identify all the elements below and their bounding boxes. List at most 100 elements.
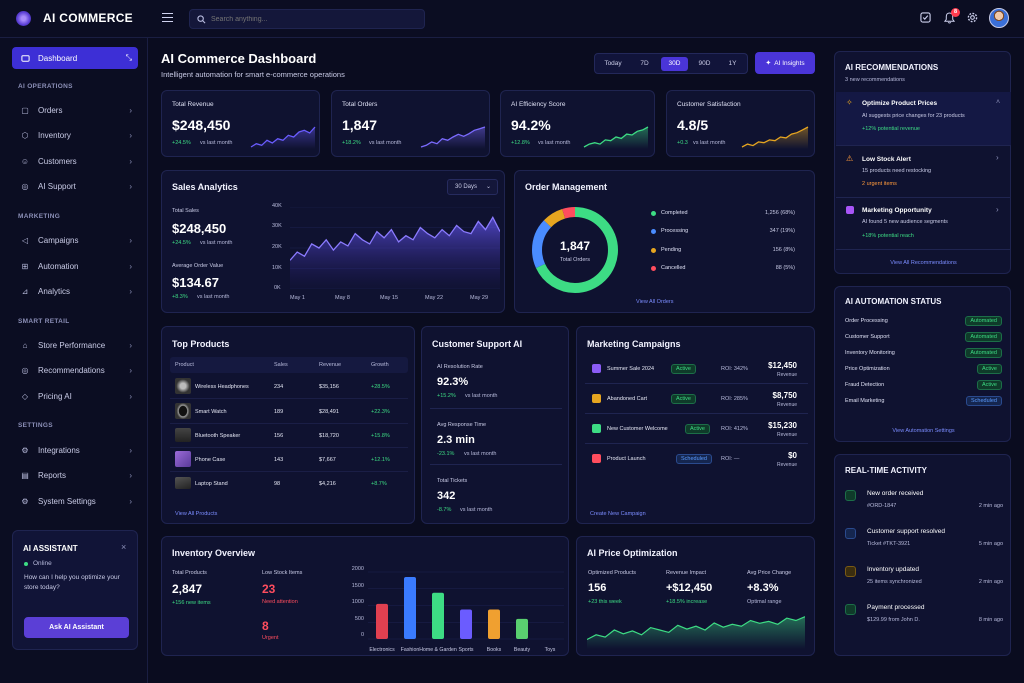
- sidebar-item-ai-support[interactable]: ◎ AI Support ›: [12, 175, 138, 197]
- recommendation-desc: 15 products need restocking: [862, 168, 932, 174]
- user-avatar[interactable]: [989, 8, 1009, 28]
- product-growth: +8.7%: [371, 481, 387, 487]
- product-thumbnail: [175, 378, 191, 394]
- campaign-row[interactable]: Abandoned Cart Active ROI: 285% $8,750 R…: [585, 386, 808, 414]
- product-name: Wireless Headphones: [195, 384, 249, 390]
- brand-name: AI COMMERCE: [43, 11, 133, 25]
- sidebar-item-inventory[interactable]: ⬡ Inventory ›: [12, 124, 138, 146]
- sidebar-item-label: Store Performance: [38, 340, 106, 350]
- price-stat-label: Optimized Products: [588, 570, 636, 576]
- x-tick-label: Sports: [459, 647, 474, 652]
- kpi-sparkline: [741, 126, 809, 149]
- sparkle-icon: ✦: [765, 60, 772, 67]
- campaign-row[interactable]: Product Launch Scheduled ROI: — $0 Reven…: [585, 446, 808, 474]
- table-row[interactable]: Phone Case 143 $7,667 +12.1%: [170, 448, 408, 472]
- campaign-row[interactable]: New Customer Welcome Active ROI: 412% $1…: [585, 416, 808, 444]
- activity-sub: $129.99 from John D.: [867, 617, 920, 623]
- view-automation-settings-link[interactable]: View Automation Settings: [892, 428, 955, 434]
- table-row[interactable]: Laptop Stand 98 $4,216 +8.7%: [170, 472, 408, 496]
- campaign-revenue: $8,750: [772, 391, 797, 400]
- ai-insights-button[interactable]: ✦ AI Insights: [755, 52, 815, 74]
- activity-item[interactable]: Customer support resolved Ticket #TKT-39…: [835, 525, 1012, 561]
- product-sales: 143: [274, 457, 284, 463]
- legend-value: 156 (8%): [772, 247, 795, 253]
- campaign-row[interactable]: Summer Sale 2024 Active ROI: 342% $12,45…: [585, 356, 808, 384]
- kpi-card-efficiency: AI Efficiency Score 94.2% +12.8% vs last…: [500, 90, 655, 157]
- table-row[interactable]: Wireless Headphones 234 $35,156 +28.5%: [170, 375, 408, 399]
- sales-analytics-card: Sales Analytics 30 Days ⌄ Total Sales $2…: [161, 170, 505, 313]
- recommendations-icon: ◎: [21, 365, 29, 375]
- recommendation-desc: AI found 5 new audience segments: [862, 219, 948, 225]
- ask-ai-assistant-button[interactable]: Ask AI Assistant: [24, 617, 129, 638]
- sidebar-item-analytics[interactable]: ⊿ Analytics ›: [12, 280, 138, 302]
- sidebar-item-campaigns[interactable]: ◁ Campaigns ›: [12, 229, 138, 251]
- menu-icon[interactable]: [162, 13, 173, 22]
- sidebar-item-reports[interactable]: ▤ Reports ›: [12, 464, 138, 486]
- tasks-icon[interactable]: [920, 12, 931, 23]
- sidebar-item-integrations[interactable]: ⚙ Integrations ›: [12, 439, 138, 461]
- sidebar-item-recommendations[interactable]: ◎ Recommendations ›: [12, 359, 138, 381]
- bar-books: [488, 609, 500, 639]
- view-all-products-link[interactable]: View All Products: [175, 511, 218, 517]
- campaign-revenue-label: Revenue: [776, 372, 797, 378]
- product-thumbnail: [175, 477, 191, 489]
- activity-item[interactable]: Payment processed $129.99 from John D. 8…: [835, 601, 1012, 637]
- column-header: Product: [175, 362, 194, 368]
- range-select[interactable]: 30 Days ⌄: [447, 179, 498, 195]
- table-row[interactable]: Smart Watch 189 $28,491 +22.3%: [170, 400, 408, 424]
- recommendation-item[interactable]: ✧ Optimize Product Prices ˄ AI suggests …: [836, 92, 1011, 146]
- campaign-name: New Customer Welcome: [607, 426, 668, 432]
- realtime-activity-card: REAL-TIME ACTIVITY New order received #O…: [834, 454, 1011, 656]
- kpi-value: 4.8/5: [677, 117, 709, 133]
- product-name: Phone Case: [195, 457, 226, 463]
- campaign-revenue-label: Revenue: [776, 462, 797, 468]
- range-tab-90d[interactable]: 90D: [698, 60, 711, 67]
- sidebar-item-store-performance[interactable]: ⌂ Store Performance ›: [12, 334, 138, 356]
- product-growth: +22.3%: [371, 409, 390, 415]
- kpi-card-satisfaction: Customer Satisfaction 4.8/5 +0.3 vs last…: [666, 90, 815, 157]
- activity-item[interactable]: New order received #ORD-1847 2 min ago: [835, 487, 1012, 523]
- sparkline-line: [420, 126, 486, 148]
- recommendation-item[interactable]: Marketing Opportunity › AI found 5 new a…: [836, 200, 1011, 250]
- sidebar-item-automation[interactable]: ⊞ Automation ›: [12, 255, 138, 277]
- y-tick: 20K: [272, 244, 282, 250]
- range-tab-today[interactable]: Today: [604, 60, 622, 67]
- search-box[interactable]: [189, 9, 425, 29]
- sidebar-item-pricing-ai[interactable]: ◇ Pricing AI ›: [12, 385, 138, 407]
- sidebar-item-label: Campaigns: [38, 235, 79, 245]
- create-new-campaign-link[interactable]: Create New Campaign: [590, 511, 646, 517]
- view-all-orders-link[interactable]: View All Orders: [636, 299, 674, 305]
- range-tab-7d[interactable]: 7D: [640, 60, 649, 67]
- x-tick: May 8: [335, 295, 350, 301]
- activity-item[interactable]: Inventory updated 25 items synchronized …: [835, 563, 1012, 599]
- view-all-recommendations-link[interactable]: View All Recommendations: [890, 260, 957, 266]
- kpi-delta: +0.3: [677, 140, 688, 146]
- range-tab-30d[interactable]: 30D: [661, 57, 688, 71]
- y-tick: 30K: [272, 223, 282, 229]
- close-icon[interactable]: ×: [121, 542, 127, 552]
- kpi-value: 94.2%: [511, 117, 551, 133]
- stat-delta: +8.3%: [172, 294, 188, 300]
- sidebar-item-label: Dashboard: [38, 53, 78, 63]
- campaign-status-badge: Active: [671, 364, 696, 374]
- campaign-roi: ROI: —: [721, 456, 740, 462]
- recommendation-item[interactable]: ⚠ Low Stock Alert › 15 products need res…: [836, 148, 1011, 198]
- automation-status-badge: Active: [977, 364, 1002, 374]
- sidebar-item-system-settings[interactable]: ⚙ System Settings ›: [12, 490, 138, 512]
- support-stat-label: Avg Response Time: [437, 422, 487, 428]
- card-title: REAL-TIME ACTIVITY: [845, 466, 927, 475]
- sidebar-item-dashboard[interactable]: Dashboard ⤡: [12, 47, 138, 69]
- bar-beauty: [516, 618, 528, 639]
- page-subtitle: Intelligent automation for smart e-comme…: [161, 70, 345, 79]
- table-row[interactable]: Bluetooth Speaker 156 $18,720 +15.8%: [170, 424, 408, 448]
- search-input[interactable]: [211, 13, 411, 26]
- assistant-message: How can I help you optimize your store t…: [24, 574, 120, 591]
- range-tab-1y[interactable]: 1Y: [728, 60, 737, 67]
- price-stat-sub: Optimal range: [747, 599, 782, 605]
- automation-status-badge: Scheduled: [966, 396, 1002, 406]
- sidebar-item-customers[interactable]: ☺ Customers ›: [12, 150, 138, 172]
- settings-gear-icon[interactable]: [967, 12, 978, 23]
- campaign-name: Summer Sale 2024: [607, 366, 655, 372]
- sidebar-item-orders[interactable]: ▢ Orders ›: [12, 99, 138, 121]
- stat-note: +156 new items: [172, 600, 211, 606]
